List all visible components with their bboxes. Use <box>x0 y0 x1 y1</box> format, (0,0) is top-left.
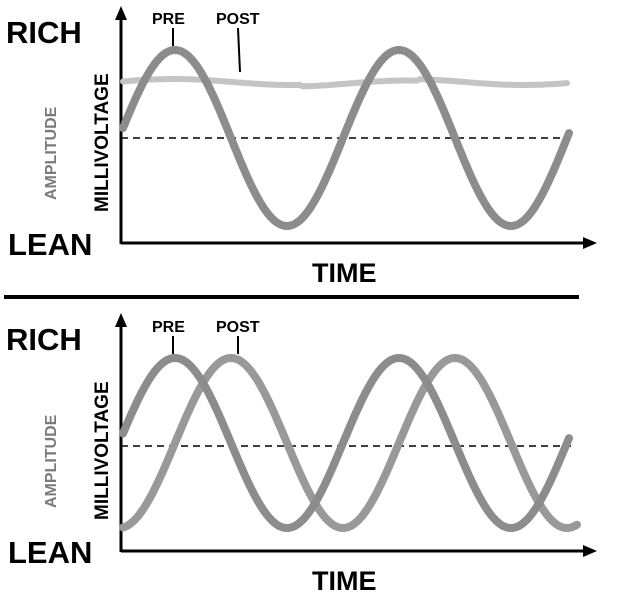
top-time-label: TIME <box>312 258 377 288</box>
top-lean-label: LEAN <box>8 227 92 262</box>
bottom-lean-label: LEAN <box>8 535 92 570</box>
top-y-axis-arrow <box>115 6 127 20</box>
top-post-label: POST <box>216 11 260 28</box>
top-panel: RICH LEAN AMPLITUDE MILLIVOLTAGE TIME PR… <box>6 6 597 288</box>
top-millivoltage-label: MILLIVOLTAGE <box>92 73 113 212</box>
top-post-signal <box>120 76 570 90</box>
top-pre-signal <box>119 45 573 231</box>
bottom-post-signal <box>119 353 581 533</box>
bottom-millivoltage-label: MILLIVOLTAGE <box>92 381 113 520</box>
top-x-axis-arrow <box>583 237 597 249</box>
top-rich-label: RICH <box>6 15 82 50</box>
bottom-time-label: TIME <box>312 566 377 596</box>
top-post-leader <box>237 27 241 73</box>
bottom-rich-label: RICH <box>6 322 82 357</box>
bottom-panel: RICH LEAN AMPLITUDE MILLIVOLTAGE TIME PR… <box>6 313 597 596</box>
bottom-x-axis-arrow <box>583 545 597 557</box>
bottom-pre-signal <box>119 353 573 533</box>
bottom-post-label: POST <box>216 319 260 336</box>
top-amplitude-label: AMPLITUDE <box>43 106 60 200</box>
bottom-y-axis-arrow <box>115 313 127 327</box>
top-pre-label: PRE <box>152 11 185 28</box>
panel-divider <box>4 295 579 299</box>
bottom-pre-label: PRE <box>152 319 185 336</box>
bottom-amplitude-label: AMPLITUDE <box>43 414 60 508</box>
